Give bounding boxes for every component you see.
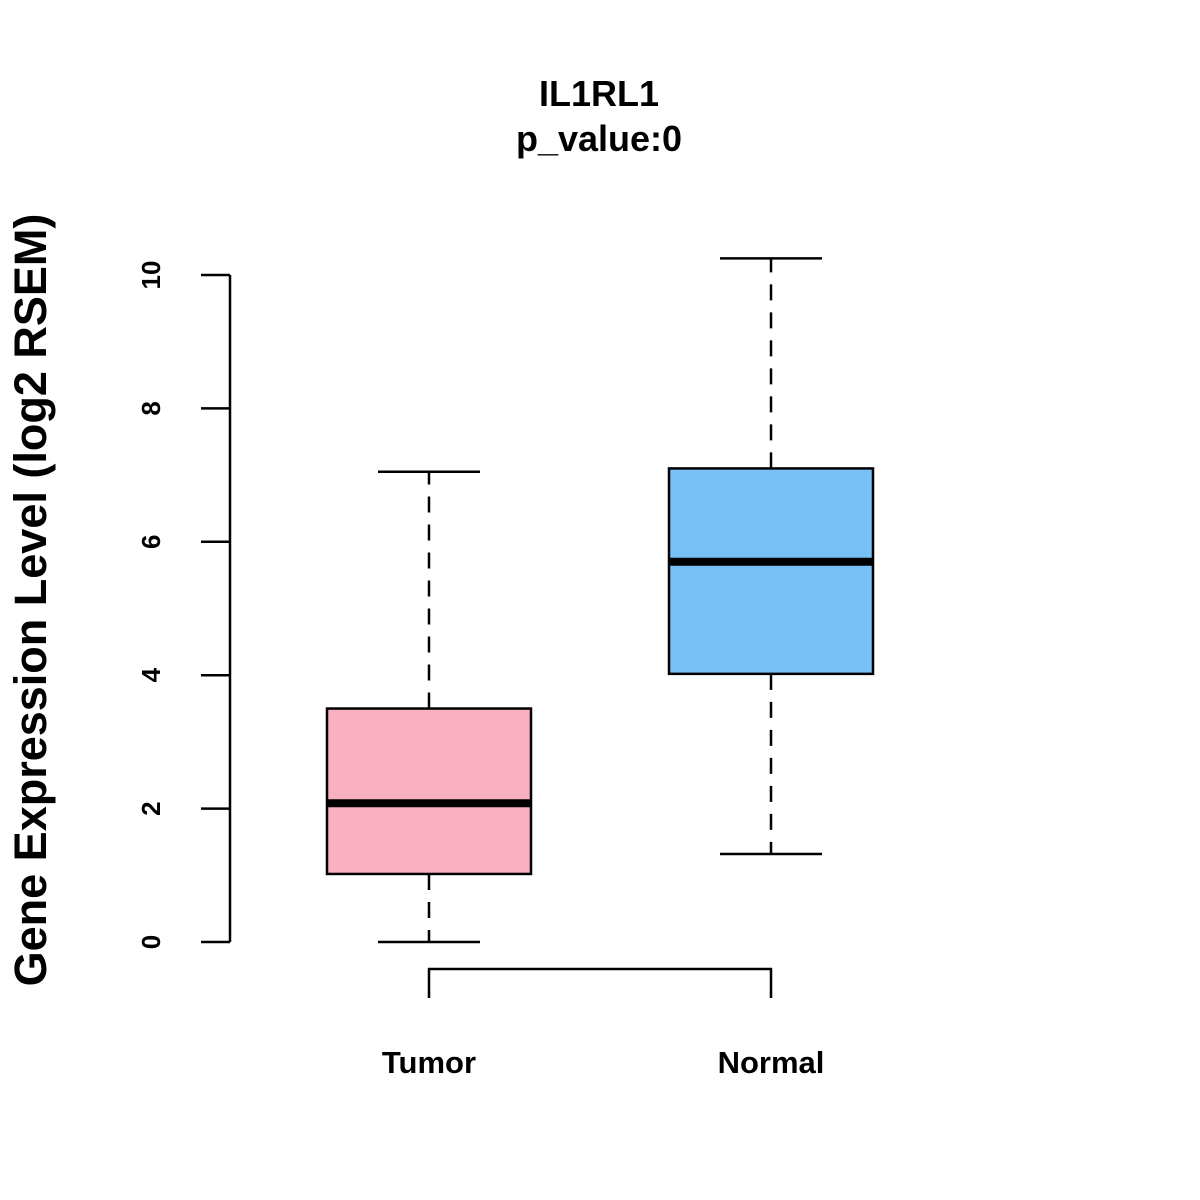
y-tick-label: 8	[136, 401, 166, 415]
box-normal	[667, 257, 875, 856]
x-axis-labels: Tumor Normal	[382, 1045, 824, 1080]
y-tick-label: 6	[136, 535, 166, 549]
y-axis: 0 2 4 6 8 10	[136, 261, 232, 949]
bracket-line	[427, 967, 773, 998]
y-tick-label: 0	[136, 935, 166, 949]
y-axis-label: Gene Expression Level (log2 RSEM)	[5, 214, 56, 987]
chart-title: IL1RL1	[539, 73, 659, 114]
box-iqr	[667, 467, 875, 676]
box-iqr	[325, 707, 533, 876]
chart-subtitle: p_value:0	[516, 118, 682, 159]
category-label-tumor: Tumor	[382, 1045, 476, 1080]
box-tumor	[325, 470, 533, 944]
y-tick-label: 4	[136, 667, 166, 682]
y-tick-label: 10	[136, 261, 166, 290]
y-tick-label: 2	[136, 801, 166, 815]
comparison-bracket	[427, 967, 773, 998]
category-label-normal: Normal	[718, 1045, 825, 1080]
boxes	[325, 257, 875, 944]
